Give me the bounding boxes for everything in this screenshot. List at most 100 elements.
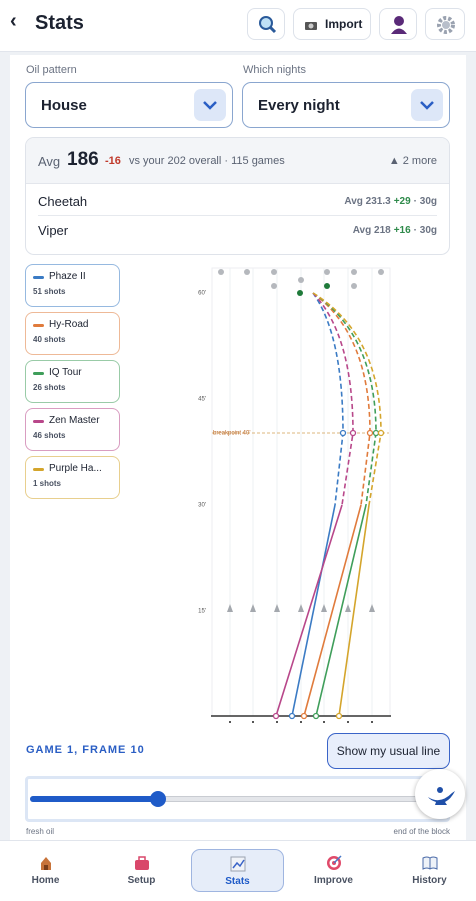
nav-item[interactable]: Home <box>0 849 92 892</box>
search-button[interactable] <box>247 8 285 40</box>
nav-icon <box>230 856 245 872</box>
distance-label: 60' <box>198 291 206 297</box>
nav-label: Home <box>31 875 60 886</box>
distance-label: 30' <box>198 503 206 509</box>
ball-path-oil <box>312 292 344 506</box>
import-button[interactable]: Import <box>293 8 371 40</box>
settings-button[interactable] <box>425 8 465 40</box>
ball-games: · 30g <box>413 196 437 207</box>
ball-path-dry <box>275 504 343 717</box>
legend-name: Phaze II <box>49 271 86 282</box>
ball-path-oil <box>312 292 377 506</box>
avg-value: 186 <box>67 149 99 170</box>
ball-avg: Avg 218 <box>352 225 391 236</box>
nights-select[interactable]: Every night <box>242 82 450 128</box>
slider-end: end of the block <box>393 827 450 836</box>
legend-swatch <box>33 420 44 423</box>
nav-item[interactable]: Setup <box>95 849 188 892</box>
avg-context: vs your 202 overall · 115 games <box>129 155 285 167</box>
page-title: Stats <box>35 12 84 34</box>
oil-pattern-select[interactable]: House <box>25 82 233 128</box>
legend-swatch <box>33 276 44 279</box>
legend-shots: 46 shots <box>33 431 66 440</box>
slider-start: fresh oil <box>26 827 55 836</box>
legend-swatch <box>33 324 44 327</box>
legend-name: Purple Ha... <box>49 463 102 474</box>
chevron <box>411 89 443 121</box>
nav-label: Improve <box>314 875 353 886</box>
row-divider <box>38 215 437 216</box>
profile-icon <box>391 16 407 34</box>
legend-name: Hy-Road <box>49 319 89 330</box>
nav-icon <box>134 856 149 870</box>
ball-path-oil <box>312 292 371 506</box>
ball-stats: Avg 218 +16 · 30g <box>353 225 437 236</box>
breakpoint-marker <box>377 429 385 437</box>
chevron <box>194 89 226 121</box>
select-value: House <box>41 97 87 114</box>
ball-avg: Avg 231.3 <box>344 196 391 207</box>
nav-label: Setup <box>127 875 156 886</box>
distance-label: 45' <box>198 397 206 403</box>
ball-name: Cheetah <box>38 194 88 209</box>
nav-item[interactable]: Improve <box>287 849 380 892</box>
import-icon <box>305 22 317 30</box>
nav-icon <box>422 856 437 870</box>
breakpoint-label: breakpoint 40' <box>213 431 251 437</box>
arrows <box>227 604 375 612</box>
ball-legend[interactable]: Hy-Road 40 shots <box>25 312 120 355</box>
more-toggle[interactable]: ▲ 2 more <box>388 155 437 167</box>
ball-delta: +16 <box>393 225 411 236</box>
breakpoint-marker <box>349 429 357 437</box>
slider-fill <box>30 796 158 802</box>
foul-dots <box>229 721 373 723</box>
breakpoint-marker <box>366 429 374 437</box>
ball-delta: +29 <box>393 196 411 207</box>
filter-label: Oil pattern <box>26 64 77 76</box>
ball-legend[interactable]: Purple Ha... 1 shots <box>25 456 120 499</box>
laydown-marker <box>300 712 308 720</box>
ball-name: Viper <box>38 223 69 238</box>
legend-name: Zen Master <box>49 415 100 426</box>
ball-legend[interactable]: Phaze II 51 shots <box>25 264 120 307</box>
breakpoint-marker <box>339 429 347 437</box>
settings-icon <box>437 16 455 34</box>
pin-dots <box>218 269 384 289</box>
genie-button[interactable] <box>415 769 465 819</box>
ball-path-oil <box>312 292 354 506</box>
nav-item[interactable]: Stats <box>191 849 284 892</box>
filter-label: Which nights <box>243 64 306 76</box>
legend-shots: 26 shots <box>33 383 66 392</box>
legend-swatch <box>33 372 44 375</box>
legend-shots: 51 shots <box>33 287 66 296</box>
breakpoint-marker <box>372 429 380 437</box>
pin-hit <box>297 290 303 296</box>
laydown-marker <box>288 712 296 720</box>
distance-label: 15' <box>198 609 206 615</box>
nav-icon <box>40 857 51 870</box>
profile-button[interactable] <box>379 8 417 40</box>
ball-path-dry <box>291 504 336 717</box>
ball-legend[interactable]: IQ Tour 26 shots <box>25 360 120 403</box>
import-label: Import <box>325 17 363 31</box>
summary-head <box>26 138 449 184</box>
ball-path-oil <box>312 292 382 506</box>
search-icon <box>259 16 277 34</box>
usual-line-button[interactable]: Show my usual line <box>327 733 450 769</box>
legend-shots: 40 shots <box>33 335 66 344</box>
back-button[interactable]: ‹ <box>10 10 17 32</box>
laydown-marker <box>335 712 343 720</box>
nav-label: Stats <box>225 876 250 887</box>
legend-swatch <box>33 468 44 471</box>
nav-item[interactable]: History <box>383 849 476 892</box>
nav-label: History <box>412 875 447 886</box>
summary-card: Avg 186 -16 vs your 202 overall · 115 ga… <box>25 137 450 255</box>
legend-name: IQ Tour <box>49 367 82 378</box>
pin-hit <box>324 283 330 289</box>
ball-path-dry <box>303 504 362 717</box>
ball-legend[interactable]: Zen Master 46 shots <box>25 408 120 451</box>
lane-diagram: breakpoint 40' 60' 45' 30' 15' <box>198 267 391 723</box>
slider-thumb[interactable] <box>150 791 166 807</box>
select-value: Every night <box>258 97 340 114</box>
legend-shots: 1 shots <box>33 479 62 488</box>
